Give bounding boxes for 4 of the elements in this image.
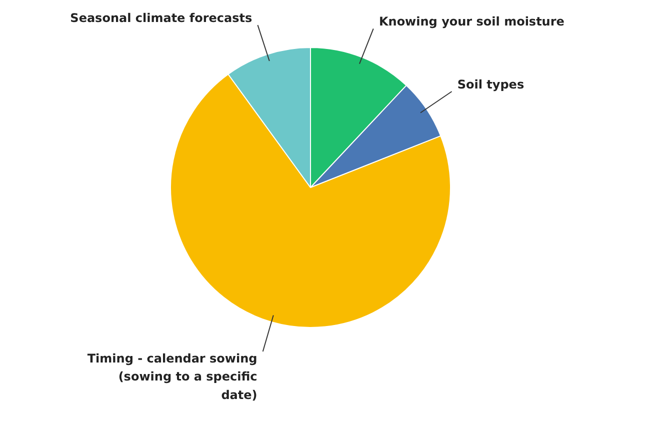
slice-label: Timing - calendar sowing (sowing to a specific date) bbox=[87, 352, 258, 402]
slice-label: Soil types bbox=[457, 77, 524, 92]
slice-label: Seasonal climate forecasts bbox=[70, 11, 252, 26]
slice-label: Knowing your soil moisture bbox=[378, 14, 564, 29]
